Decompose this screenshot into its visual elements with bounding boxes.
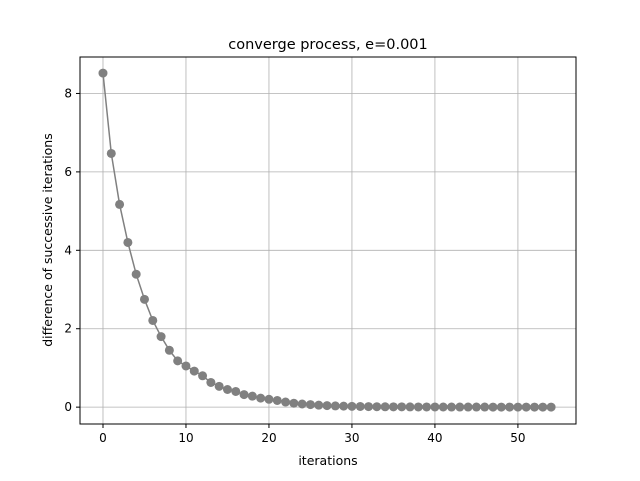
data-point [380, 402, 390, 412]
y-tick-label: 4 [64, 243, 72, 257]
data-point [496, 402, 506, 412]
x-tick-label: 0 [99, 431, 107, 445]
data-point [488, 402, 498, 412]
data-point [281, 397, 291, 407]
data-point [480, 402, 490, 412]
x-tick-label: 50 [510, 431, 525, 445]
data-point [139, 294, 149, 304]
data-point [322, 401, 332, 411]
data-point [405, 402, 415, 412]
data-point [173, 356, 183, 366]
data-point [413, 402, 423, 412]
data-point [115, 199, 125, 209]
axes-frame [79, 56, 577, 425]
data-point [239, 390, 249, 400]
data-point [355, 401, 365, 411]
data-point [231, 386, 241, 396]
data-point [148, 315, 158, 325]
data-point [247, 391, 257, 401]
data-point [530, 402, 540, 412]
x-tick-label: 20 [261, 431, 276, 445]
data-point [189, 366, 199, 376]
y-tick-label: 8 [64, 86, 72, 100]
data-point [305, 400, 315, 410]
data-point [364, 402, 374, 412]
data-point [272, 395, 282, 405]
series [98, 68, 556, 412]
data-point [505, 402, 515, 412]
data-point [521, 402, 531, 412]
data-point [471, 402, 481, 412]
data-point [430, 402, 440, 412]
data-point [314, 400, 324, 410]
data-point [222, 384, 232, 394]
data-point [347, 401, 357, 411]
y-tick-label: 2 [64, 322, 72, 336]
data-point [181, 361, 191, 371]
y-tick-label: 0 [64, 400, 72, 414]
data-point [538, 402, 548, 412]
data-point [546, 402, 556, 412]
data-point [330, 401, 340, 411]
data-point [214, 381, 224, 391]
data-point [164, 345, 174, 355]
data-point [397, 402, 407, 412]
data-point [388, 402, 398, 412]
y-axis-label: difference of successive iterations [40, 133, 55, 347]
x-tick-label: 10 [178, 431, 193, 445]
data-point [131, 269, 141, 279]
data-point [422, 402, 432, 412]
data-point [106, 148, 116, 158]
data-point [156, 332, 166, 342]
data-point [372, 402, 382, 412]
data-point [513, 402, 523, 412]
data-point [438, 402, 448, 412]
data-point [198, 371, 208, 381]
data-point [289, 398, 299, 408]
x-tick-label: 40 [427, 431, 442, 445]
data-point [123, 237, 133, 247]
data-point [339, 401, 349, 411]
data-point [98, 68, 108, 78]
chart-title: converge process, e=0.001 [228, 37, 428, 53]
data-point [455, 402, 465, 412]
grid [80, 57, 576, 424]
x-axis-label: iterations [298, 453, 357, 468]
ticks: 0 10 20 30 40 50 0 2 4 6 8 [64, 86, 525, 445]
data-point [264, 394, 274, 404]
series-line [102, 72, 552, 408]
x-tick-label: 30 [344, 431, 359, 445]
data-point [256, 393, 266, 403]
data-point [206, 377, 216, 387]
data-point [297, 399, 307, 409]
y-tick-label: 6 [64, 165, 72, 179]
data-point [447, 402, 457, 412]
data-point [463, 402, 473, 412]
